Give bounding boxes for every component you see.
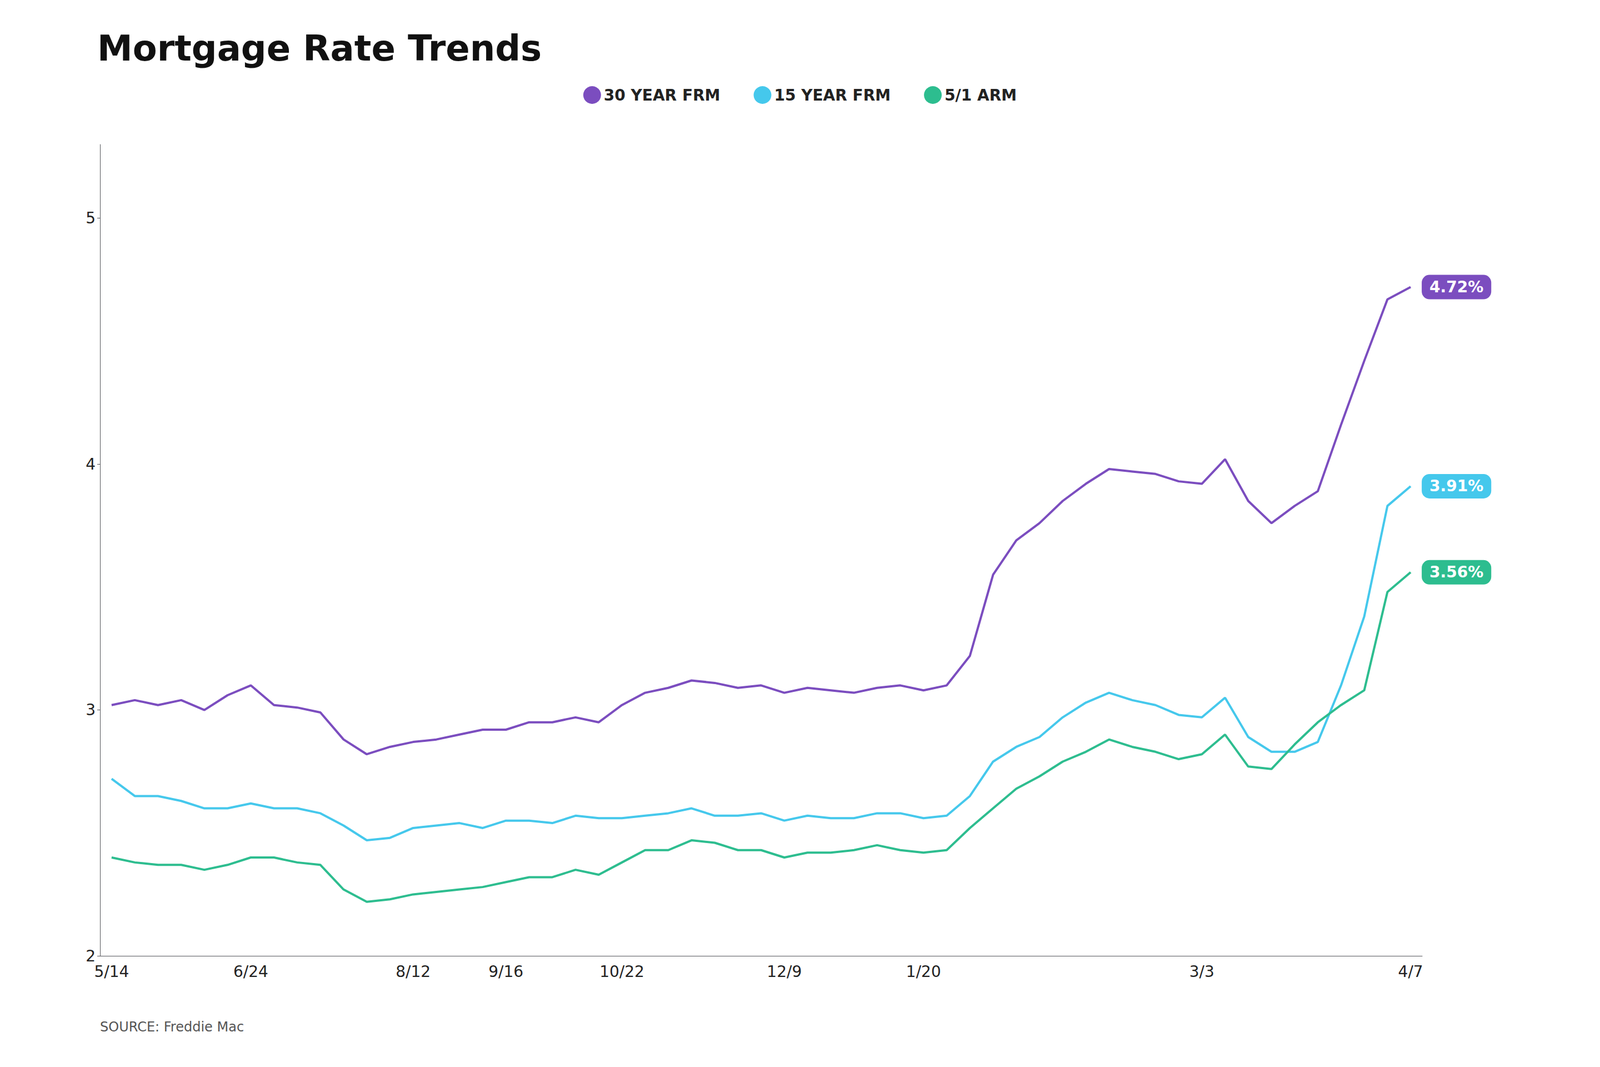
svg-text:9/16: 9/16 [488, 962, 524, 981]
svg-text:30 YEAR FRM: 30 YEAR FRM [603, 86, 721, 105]
svg-text:3.91%: 3.91% [1429, 476, 1484, 495]
svg-text:1/20: 1/20 [906, 962, 942, 981]
svg-text:4/7: 4/7 [1398, 962, 1424, 981]
svg-text:8/12: 8/12 [395, 962, 431, 981]
svg-text:5: 5 [85, 208, 96, 228]
svg-text:3.56%: 3.56% [1429, 562, 1484, 582]
svg-text:12/9: 12/9 [766, 962, 802, 981]
svg-text:2: 2 [85, 946, 96, 965]
svg-text:5/14: 5/14 [93, 962, 129, 981]
svg-text:6/24: 6/24 [233, 962, 269, 981]
svg-text:15 YEAR FRM: 15 YEAR FRM [773, 86, 891, 105]
svg-text:4.72%: 4.72% [1429, 277, 1484, 297]
svg-text:3: 3 [85, 700, 96, 719]
svg-text:10/22: 10/22 [599, 962, 645, 981]
svg-text:Mortgage Rate Trends: Mortgage Rate Trends [97, 27, 542, 69]
svg-text:5/1 ARM: 5/1 ARM [944, 86, 1017, 105]
svg-text:SOURCE: Freddie Mac: SOURCE: Freddie Mac [100, 1018, 244, 1035]
svg-text:3/3: 3/3 [1189, 962, 1215, 981]
svg-text:4: 4 [85, 455, 96, 474]
